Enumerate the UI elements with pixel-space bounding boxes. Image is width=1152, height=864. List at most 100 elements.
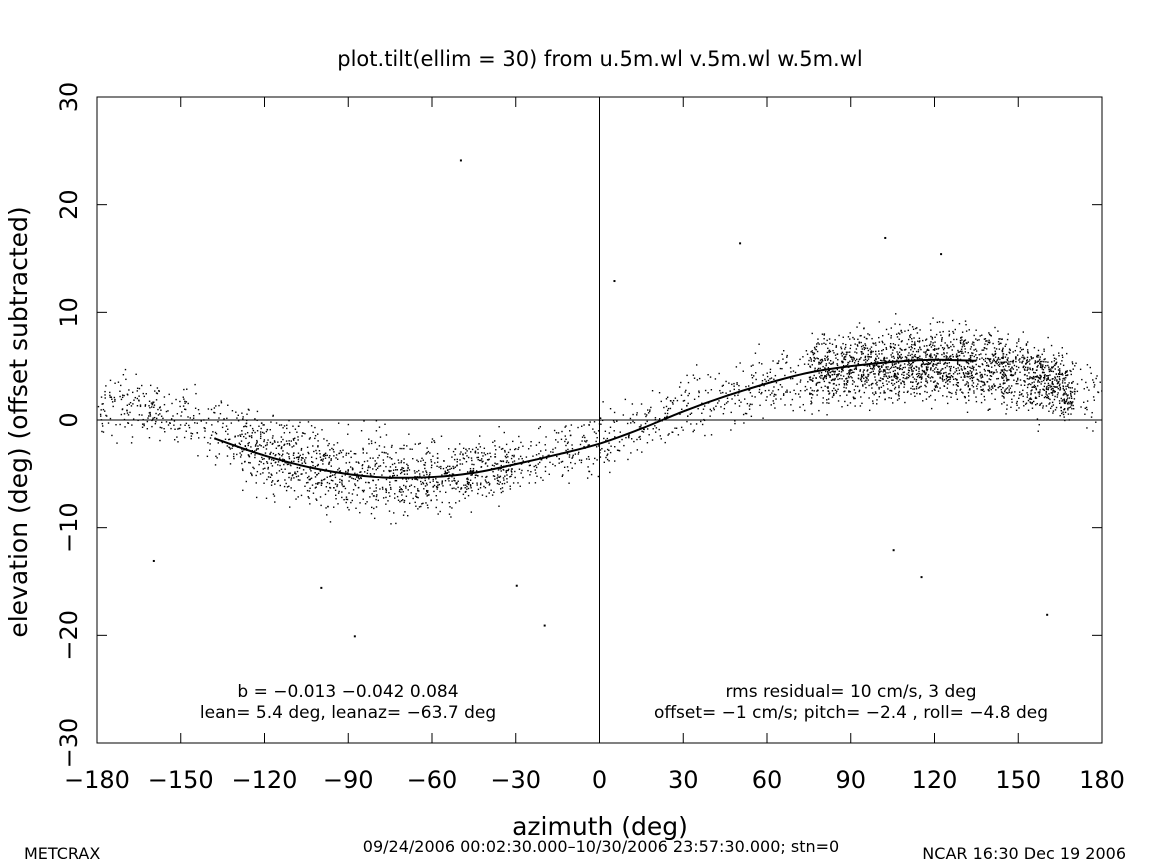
scatter-point [424, 485, 427, 487]
scatter-point [1040, 365, 1042, 367]
scatter-point [454, 480, 456, 482]
scatter-point [506, 453, 508, 456]
scatter-point [218, 404, 220, 407]
scatter-point [484, 479, 487, 481]
scatter-point [1004, 365, 1007, 367]
scatter-point [297, 436, 299, 438]
scatter-point [161, 421, 163, 424]
scatter-point [954, 371, 956, 373]
scatter-point [850, 369, 852, 371]
scatter-point [506, 478, 508, 480]
scatter-point [317, 482, 319, 484]
scatter-point [707, 374, 709, 376]
scatter-point [955, 355, 958, 357]
scatter-point [1026, 392, 1028, 394]
scatter-point [475, 446, 477, 449]
scatter-point [555, 432, 558, 434]
scatter-point [941, 368, 943, 370]
scatter-point [758, 391, 760, 393]
scatter-point [197, 408, 200, 411]
scatter-point [748, 389, 750, 392]
scatter-point [431, 438, 434, 440]
scatter-point [465, 484, 467, 486]
scatter-point [240, 454, 243, 456]
scatter-point [392, 469, 395, 471]
scatter-point [934, 336, 936, 338]
scatter-point [348, 509, 350, 511]
scatter-point [935, 363, 937, 366]
scatter-point [325, 486, 328, 488]
scatter-point [997, 356, 1000, 359]
scatter-point [1052, 388, 1054, 390]
scatter-point [686, 420, 688, 423]
scatter-point [930, 367, 932, 369]
scatter-point [981, 389, 984, 392]
scatter-point [252, 429, 255, 432]
scatter-point [985, 357, 987, 360]
scatter-point [854, 397, 856, 400]
scatter-point [126, 409, 128, 411]
scatter-point [828, 362, 830, 364]
scatter-point [465, 490, 467, 493]
scatter-point [263, 432, 265, 434]
scatter-point [571, 457, 573, 459]
scatter-point [149, 413, 151, 415]
scatter-point [538, 453, 540, 455]
scatter-point [773, 393, 776, 396]
scatter-point [583, 434, 585, 437]
scatter-point [471, 470, 474, 472]
scatter-point [1026, 377, 1029, 380]
scatter-point [910, 393, 912, 395]
scatter-point [502, 460, 504, 462]
scatter-point [191, 419, 194, 421]
scatter-point [598, 445, 600, 447]
scatter-point [929, 343, 932, 345]
scatter-point [1068, 401, 1070, 403]
scatter-point [284, 468, 286, 470]
scatter-point [995, 362, 997, 364]
scatter-point [112, 405, 114, 408]
scatter-point [388, 470, 391, 472]
scatter-point [1045, 365, 1047, 367]
scatter-point [961, 369, 963, 371]
scatter-point [318, 482, 320, 484]
scatter-point [100, 396, 103, 398]
scatter-point [441, 483, 443, 485]
scatter-point [411, 448, 413, 450]
scatter-point [993, 359, 996, 362]
scatter-point [833, 373, 836, 376]
scatter-point [436, 457, 439, 459]
scatter-point [918, 367, 920, 369]
scatter-point [1011, 398, 1013, 401]
scatter-point [861, 348, 863, 350]
scatter-point [498, 476, 501, 478]
scatter-point [330, 479, 333, 482]
scatter-point [1000, 342, 1002, 345]
scatter-point [745, 385, 747, 388]
scatter-point [420, 460, 422, 462]
scatter-point [339, 450, 342, 452]
scatter-point [1039, 378, 1042, 380]
scatter-point [374, 465, 376, 467]
scatter-point [1002, 347, 1004, 349]
scatter-point [114, 400, 116, 402]
scatter-point [267, 466, 269, 469]
scatter-point [425, 470, 427, 472]
scatter-point [891, 363, 894, 365]
scatter-point [233, 453, 235, 455]
scatter-point [971, 352, 973, 354]
scatter-point [295, 456, 298, 459]
scatter-point [229, 438, 231, 440]
scatter-point [817, 381, 819, 384]
scatter-point [1070, 395, 1073, 398]
scatter-point [890, 397, 893, 399]
scatter-point [466, 455, 468, 457]
scatter-point [1015, 358, 1017, 360]
scatter-point [1053, 398, 1056, 401]
scatter-point [99, 413, 102, 416]
scatter-point [961, 346, 963, 348]
scatter-point [1029, 359, 1031, 361]
scatter-point [881, 359, 883, 362]
scatter-point [630, 422, 632, 424]
scatter-point [918, 341, 921, 343]
